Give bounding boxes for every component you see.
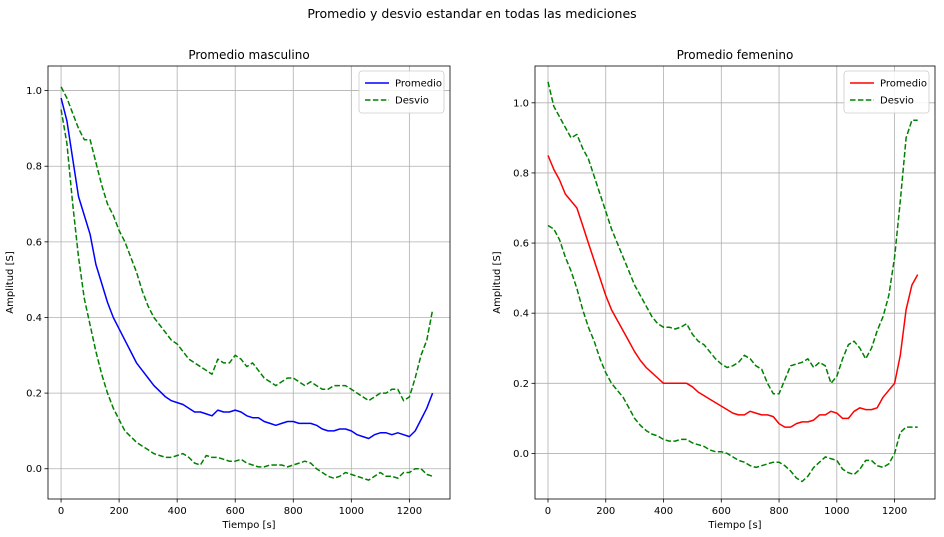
series-line-desvio-lower bbox=[60, 109, 433, 481]
x-tick-label: 1200 bbox=[882, 506, 907, 517]
series-line-promedio bbox=[547, 155, 919, 428]
series-line-desvio-lower bbox=[547, 224, 918, 483]
legend-label: Promedio bbox=[880, 79, 927, 90]
x-tick-label: 200 bbox=[110, 506, 129, 517]
y-tick-label: 0.4 bbox=[26, 313, 42, 324]
subplot-title: Promedio femenino bbox=[677, 48, 794, 62]
legend-box bbox=[358, 70, 445, 114]
legend: Promedio Desvio bbox=[358, 70, 445, 114]
x-tick-label: 800 bbox=[769, 506, 788, 517]
y-tick-label: 0.4 bbox=[513, 309, 529, 320]
y-tick-label: 0.8 bbox=[26, 162, 42, 173]
series-line-promedio bbox=[60, 97, 434, 440]
subplot-title: Promedio masculino bbox=[188, 48, 309, 62]
x-axis-label: Tiempo [s] bbox=[221, 520, 275, 531]
legend-label: Promedio bbox=[395, 79, 442, 90]
axes-frame bbox=[534, 65, 936, 500]
y-tick-label: 0.2 bbox=[513, 379, 529, 390]
x-tick-label: 800 bbox=[284, 506, 303, 517]
x-tick-label: 400 bbox=[168, 506, 187, 517]
y-tick-label: 0.0 bbox=[513, 449, 529, 460]
figure-title: Promedio y desvio estandar en todas las … bbox=[307, 6, 636, 21]
subplots: 0 200 400 600 800 1000 1200 0.0 0.2 0.4 0.6 0.8 1.0 P… bbox=[5, 48, 936, 531]
x-tick-label: 1200 bbox=[397, 506, 422, 517]
x-tick-label: 0 bbox=[58, 506, 64, 517]
series-line-desvio bbox=[60, 86, 434, 402]
x-tick-label: 1000 bbox=[824, 506, 849, 517]
series-line-desvio bbox=[547, 81, 918, 395]
subplot-2: 0 200 400 600 800 1000 1200 0.0 0.2 0.4 0.6 0.8 1.0 P… bbox=[492, 48, 936, 531]
y-tick-label: 1.0 bbox=[513, 98, 529, 109]
x-tick-label: 0 bbox=[545, 506, 551, 517]
x-tick-label: 600 bbox=[712, 506, 731, 517]
legend-label: Desvio bbox=[880, 96, 914, 107]
x-axis-label: Tiempo [s] bbox=[707, 520, 761, 531]
x-tick-label: 1000 bbox=[339, 506, 364, 517]
legend: Promedio Desvio bbox=[843, 70, 930, 114]
subplot-1: 0 200 400 600 800 1000 1200 0.0 0.2 0.4 0.6 0.8 1.0 P… bbox=[5, 48, 451, 531]
y-tick-label: 0.2 bbox=[26, 389, 42, 400]
legend-label: Desvio bbox=[395, 96, 429, 107]
axes-frame bbox=[47, 65, 451, 500]
y-axis-label: Amplitud [S] bbox=[492, 251, 503, 314]
y-axis-label: Amplitud [S] bbox=[5, 251, 16, 314]
y-tick-label: 0.6 bbox=[26, 237, 42, 248]
x-tick-label: 200 bbox=[596, 506, 615, 517]
legend-box bbox=[843, 70, 930, 114]
y-tick-label: 0.0 bbox=[26, 464, 42, 475]
y-tick-label: 1.0 bbox=[26, 86, 42, 97]
x-tick-label: 400 bbox=[654, 506, 673, 517]
y-tick-label: 0.8 bbox=[513, 168, 529, 179]
x-tick-label: 600 bbox=[226, 506, 245, 517]
y-tick-label: 0.6 bbox=[513, 239, 529, 250]
